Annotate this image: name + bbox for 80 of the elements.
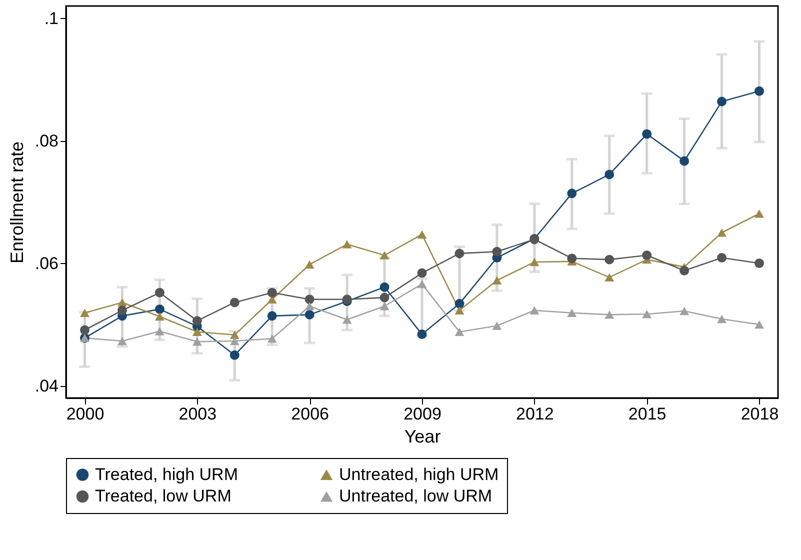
legend-label: Untreated, low URM [339,486,492,506]
point [642,310,652,318]
point [304,302,314,310]
point [492,322,502,330]
point [80,325,90,335]
point [754,210,764,218]
x-tick-label: 2000 [66,404,104,424]
point [454,328,464,336]
point [454,248,464,258]
point [717,96,727,106]
x-axis-title: Year [404,426,441,446]
x-tick-label: 2003 [178,404,217,424]
point [567,188,577,198]
point [492,276,502,285]
point [117,336,127,346]
point [304,310,314,320]
y-tick-label: .04 [34,376,58,396]
point [642,129,652,139]
point [417,268,427,278]
point [380,292,390,302]
point [342,315,352,324]
point [230,298,240,308]
point [154,288,164,298]
point [754,320,764,329]
point [192,316,202,326]
point [192,338,202,346]
x-tick-label: 2015 [628,404,666,424]
point [230,350,240,360]
point [492,246,502,256]
point [230,330,240,340]
point [604,254,614,264]
x-tick-label: 2018 [740,404,779,424]
point [154,327,164,336]
x-tick-label: 2009 [404,404,442,424]
point [342,240,352,248]
point [267,288,277,298]
point [154,312,164,321]
point [454,298,464,308]
point [380,251,390,260]
point [604,273,614,282]
point [417,330,427,340]
point [680,266,690,276]
point [380,302,390,310]
point [680,306,690,316]
point [567,308,577,317]
point [717,314,727,324]
point [230,336,240,346]
point [754,86,764,96]
point [530,258,540,266]
x-tick-label: 2012 [516,404,554,424]
y-axis-title: Enrollment rate [6,141,27,264]
point [417,280,427,288]
x-tick-label: 2006 [291,404,329,424]
legend-label: Untreated, high URM [339,464,499,484]
point [454,306,464,315]
point [754,258,764,268]
point [567,254,577,264]
y-tick-label: .08 [34,131,58,150]
legend-label: Treated, high URM [95,464,238,484]
point [680,156,690,166]
point [380,282,390,292]
point [80,308,90,317]
point [604,170,614,180]
legend-label: Treated, low URM [95,486,232,506]
point [154,304,164,314]
point [304,260,314,269]
point [117,306,127,316]
y-tick-label: .06 [34,254,58,273]
point [267,334,277,343]
point [604,310,614,319]
y-tick-label: .1 [44,8,58,28]
point [417,230,427,239]
point [717,253,727,262]
point [304,294,314,304]
point [530,306,540,315]
point [642,250,652,260]
point [117,298,127,307]
point [192,328,202,336]
point [717,228,727,237]
point [267,311,277,321]
